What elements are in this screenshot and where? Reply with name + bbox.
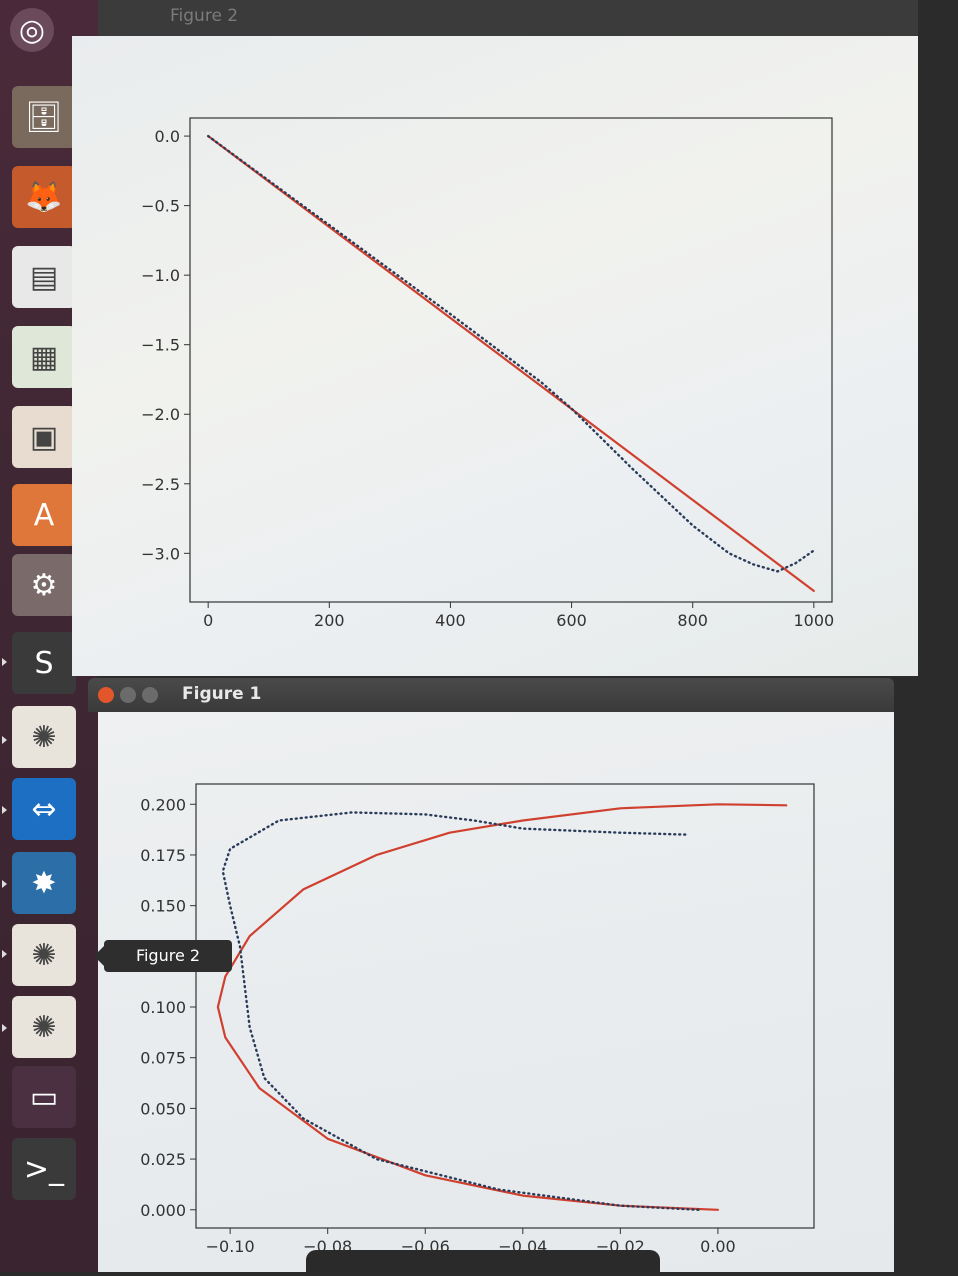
maximize-icon[interactable] — [142, 687, 158, 703]
writer-icon[interactable]: ▤ — [12, 246, 76, 308]
x-tick-label: 600 — [556, 611, 587, 630]
figure1-titlebar[interactable]: Figure 1 — [88, 678, 894, 712]
y-tick-label: 0.200 — [140, 795, 186, 814]
files-icon[interactable]: 🗄 — [12, 86, 76, 148]
figure2-titlebar[interactable]: Figure 2 — [98, 0, 918, 36]
x-tick-label: 0.00 — [700, 1237, 736, 1256]
solid-series-line — [216, 803, 788, 1211]
running-indicator — [2, 736, 7, 744]
solid-series-line — [207, 134, 815, 593]
launcher-tooltip: Figure 2 — [94, 940, 232, 972]
x-tick-label: 200 — [314, 611, 345, 630]
figure2-title: Figure 2 — [170, 6, 239, 26]
x-tick-label: −0.10 — [206, 1237, 255, 1256]
impress-icon[interactable]: ▣ — [12, 406, 76, 468]
y-tick-label: −2.0 — [141, 405, 180, 424]
y-tick-label: −0.5 — [141, 197, 180, 216]
running-indicator — [2, 1024, 7, 1032]
dotted-series-line — [206, 134, 815, 573]
figure1-title: Figure 1 — [182, 684, 262, 704]
workspace-switcher-icon[interactable]: ▭ — [12, 1066, 76, 1128]
y-tick-label: −2.5 — [141, 475, 180, 494]
plot-frame — [189, 117, 833, 603]
y-tick-label: 0.0 — [155, 127, 180, 146]
y-tick-label: −3.0 — [141, 544, 180, 563]
running-indicator — [2, 880, 7, 888]
y-tick-label: 0.050 — [140, 1099, 186, 1118]
plot-frame — [195, 783, 815, 1229]
figure1-chart: −0.10 −0.08 −0.06 −0.04 −0.02 0.000.2000.1750… — [140, 783, 815, 1256]
running-indicator — [2, 950, 7, 958]
matplotlib-icon[interactable]: ✺ — [12, 706, 76, 768]
x-tick-label: 1000 — [793, 611, 834, 630]
app-icon[interactable]: ✸ — [12, 852, 76, 914]
y-tick-label: 0.025 — [140, 1150, 186, 1169]
teamviewer-icon[interactable]: ⇔ — [12, 778, 76, 840]
settings-icon[interactable]: ⚙ — [12, 554, 76, 616]
y-tick-label: 0.075 — [140, 1049, 186, 1068]
figure2-window: 0 200 400 600 800 1000 0.0 −0.5 −1.0 −1.5 −2.0 −2.5… — [72, 36, 918, 676]
running-indicator — [2, 806, 7, 814]
dotted-series-line — [221, 811, 700, 1211]
calc-icon[interactable]: ▦ — [12, 326, 76, 388]
firefox-icon[interactable]: 🦊 — [12, 166, 76, 228]
matplotlib-icon[interactable]: ✺ — [12, 996, 76, 1058]
x-tick-label: 400 — [435, 611, 466, 630]
y-tick-label: 0.000 — [140, 1201, 186, 1220]
matplotlib-icon[interactable]: ✺ — [12, 924, 76, 986]
y-tick-label: −1.0 — [141, 266, 180, 285]
minimize-icon[interactable] — [120, 687, 136, 703]
sublime-icon[interactable]: S — [12, 632, 76, 694]
figure2-chart: 0 200 400 600 800 1000 0.0 −0.5 −1.0 −1.5 −2.0 −2.5… — [141, 117, 834, 630]
x-tick-label: 0 — [203, 611, 213, 630]
y-tick-label: 0.175 — [140, 846, 186, 865]
x-tick-label: 800 — [677, 611, 708, 630]
y-tick-label: 0.100 — [140, 998, 186, 1017]
close-icon[interactable] — [98, 687, 114, 703]
software-center-icon[interactable]: A — [12, 484, 76, 546]
running-indicator — [2, 658, 7, 666]
figure1-window: −0.10 −0.08 −0.06 −0.04 −0.02 0.00 0.200 0.175 0… — [98, 712, 894, 1272]
bottom-panel — [306, 1250, 660, 1272]
ubuntu-dash-icon[interactable]: ◎ — [10, 8, 54, 52]
terminal-icon[interactable]: >_ — [12, 1138, 76, 1200]
y-tick-label: −1.5 — [141, 336, 180, 355]
y-tick-label: 0.150 — [140, 897, 186, 916]
